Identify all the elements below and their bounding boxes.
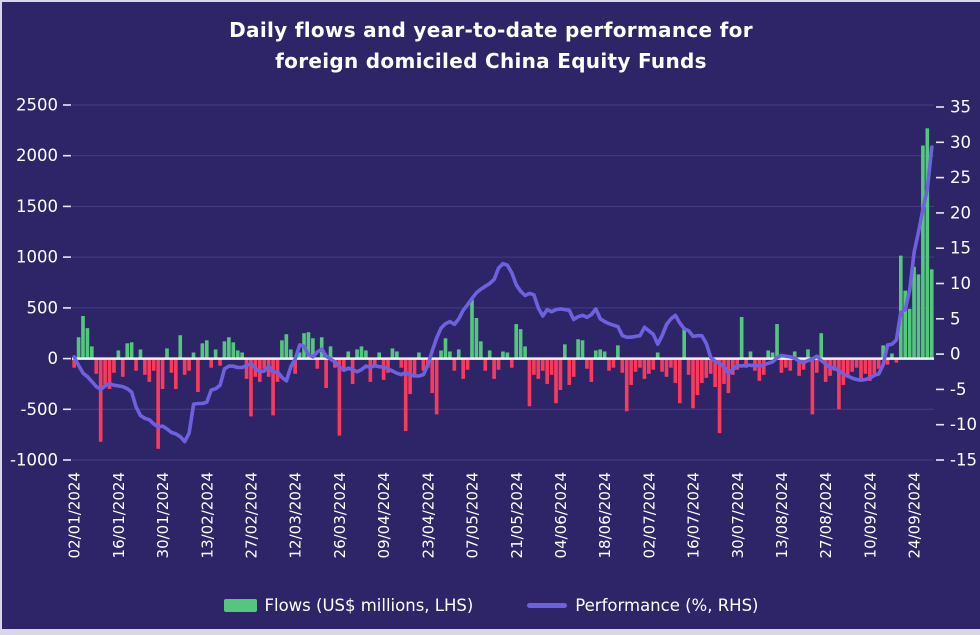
svg-text:02/01/2024: 02/01/2024 — [66, 472, 84, 558]
chart-legend: Flows (US$ millions, LHS) Performance (%… — [2, 596, 980, 615]
svg-text:18/06/2024: 18/06/2024 — [596, 472, 614, 558]
chart-title-line2: foreign domiciled China Equity Funds — [275, 49, 707, 73]
svg-text:07/05/2024: 07/05/2024 — [464, 472, 482, 558]
svg-text:27/02/2024: 27/02/2024 — [243, 472, 261, 558]
svg-text:2000: 2000 — [16, 146, 58, 165]
svg-text:-10: -10 — [950, 415, 977, 434]
svg-text:15: 15 — [950, 239, 971, 258]
svg-text:16/01/2024: 16/01/2024 — [110, 472, 128, 558]
svg-text:-1000: -1000 — [10, 451, 58, 470]
svg-text:21/05/2024: 21/05/2024 — [508, 472, 526, 558]
svg-text:500: 500 — [27, 298, 59, 317]
svg-text:35: 35 — [950, 98, 971, 117]
legend-performance-label: Performance (%, RHS) — [575, 596, 759, 615]
svg-text:1000: 1000 — [16, 248, 58, 267]
svg-text:27/08/2024: 27/08/2024 — [817, 472, 835, 558]
svg-text:0: 0 — [48, 349, 59, 368]
svg-text:24/09/2024: 24/09/2024 — [906, 472, 924, 558]
svg-text:30/01/2024: 30/01/2024 — [154, 472, 172, 558]
legend-item-performance: Performance (%, RHS) — [527, 596, 759, 615]
svg-text:2500: 2500 — [16, 96, 58, 115]
svg-text:30: 30 — [950, 133, 971, 152]
chart-title-line1: Daily flows and year-to-date performance… — [229, 18, 753, 42]
svg-text:5: 5 — [950, 309, 961, 328]
svg-text:10: 10 — [950, 274, 971, 293]
svg-text:25: 25 — [950, 168, 971, 187]
performance-swatch-icon — [527, 603, 568, 608]
svg-text:20: 20 — [950, 203, 971, 222]
svg-text:13/08/2024: 13/08/2024 — [773, 472, 791, 558]
svg-text:23/04/2024: 23/04/2024 — [419, 472, 437, 558]
svg-text:13/02/2024: 13/02/2024 — [198, 472, 216, 558]
svg-text:30/07/2024: 30/07/2024 — [729, 472, 747, 558]
svg-text:-5: -5 — [950, 380, 966, 399]
svg-text:09/04/2024: 09/04/2024 — [375, 472, 393, 558]
svg-text:12/03/2024: 12/03/2024 — [287, 472, 305, 558]
svg-text:26/03/2024: 26/03/2024 — [331, 472, 349, 558]
legend-item-flows: Flows (US$ millions, LHS) — [223, 596, 474, 615]
svg-text:-15: -15 — [950, 451, 977, 470]
chart-title: Daily flows and year-to-date performance… — [2, 15, 980, 77]
svg-text:10/09/2024: 10/09/2024 — [861, 472, 879, 558]
svg-text:16/07/2024: 16/07/2024 — [685, 472, 703, 558]
svg-text:-500: -500 — [21, 400, 58, 419]
svg-text:1500: 1500 — [16, 197, 58, 216]
svg-text:04/06/2024: 04/06/2024 — [552, 472, 570, 558]
flows-swatch-icon — [223, 599, 257, 612]
svg-text:02/07/2024: 02/07/2024 — [640, 472, 658, 558]
svg-text:0: 0 — [950, 345, 961, 364]
legend-flows-label: Flows (US$ millions, LHS) — [264, 596, 474, 615]
